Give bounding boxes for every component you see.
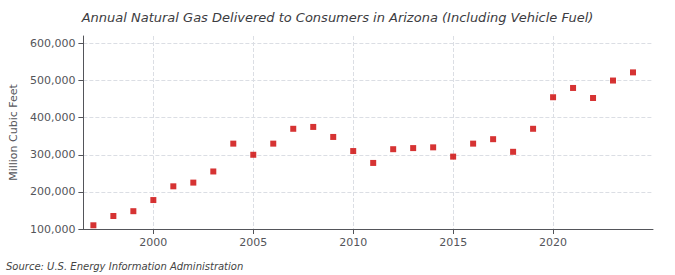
svg-text:Million Cubic Feet: Million Cubic Feet xyxy=(7,83,20,180)
svg-text:600,000: 600,000 xyxy=(30,37,76,50)
svg-text:2010: 2010 xyxy=(339,236,367,249)
svg-text:300,000: 300,000 xyxy=(30,148,76,161)
svg-text:100,000: 100,000 xyxy=(30,223,76,236)
svg-text:2000: 2000 xyxy=(139,236,167,249)
svg-text:2020: 2020 xyxy=(539,236,567,249)
svg-text:Source: U.S. Energy Informatio: Source: U.S. Energy Information Administ… xyxy=(6,261,243,272)
svg-text:200,000: 200,000 xyxy=(30,185,76,198)
svg-text:400,000: 400,000 xyxy=(30,111,76,124)
svg-text:2005: 2005 xyxy=(239,236,267,249)
svg-text:2015: 2015 xyxy=(439,236,467,249)
svg-text:Annual Natural Gas Delivered t: Annual Natural Gas Delivered to Consumer… xyxy=(81,10,594,25)
svg-text:500,000: 500,000 xyxy=(30,74,76,87)
